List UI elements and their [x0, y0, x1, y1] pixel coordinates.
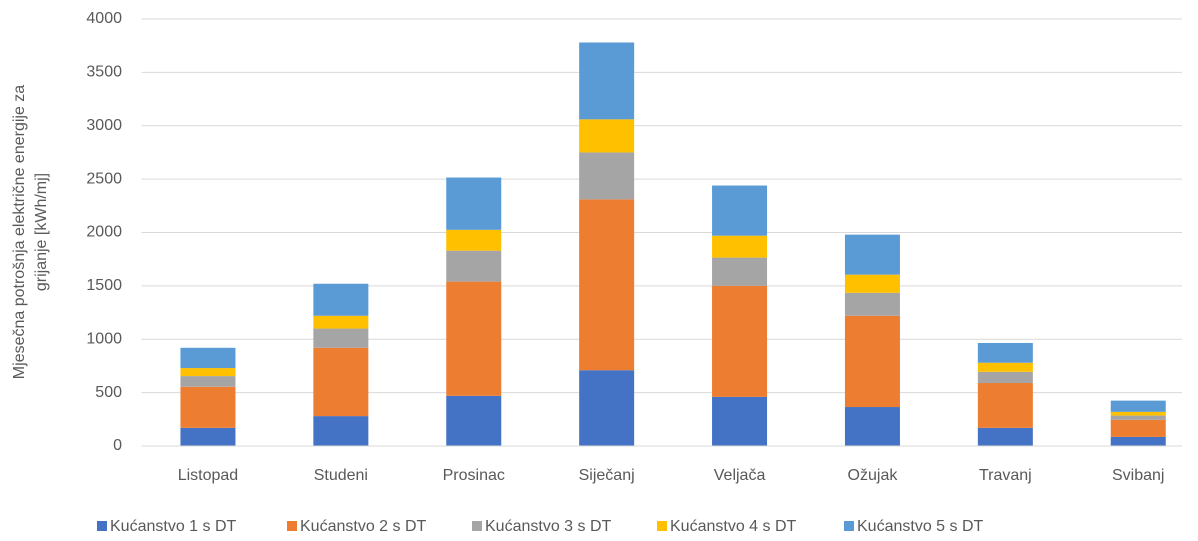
y-tick-label: 500 [95, 384, 122, 401]
bar-segment [180, 376, 236, 387]
legend-swatch [97, 521, 107, 531]
bar-segment [313, 283, 369, 316]
bar-segment [180, 368, 236, 377]
bar-segment [180, 347, 236, 369]
bar-segment [712, 285, 768, 397]
bar-segment [844, 274, 900, 293]
bar-segment [712, 235, 768, 258]
y-tick-label: 4000 [86, 10, 122, 27]
x-tick-label: Studeni [314, 467, 368, 484]
y-tick-label: 3000 [86, 117, 122, 134]
legend-label: Kućanstvo 3 s DT [485, 518, 612, 535]
x-tick-label: Prosinac [443, 467, 505, 484]
bar-segment [844, 407, 900, 446]
bar-segment [844, 292, 900, 316]
bar-segment [977, 362, 1033, 372]
bar-segment [579, 152, 635, 200]
bar-segment [446, 229, 502, 251]
bar-segment [712, 185, 768, 236]
bar-segment [313, 416, 369, 446]
bar-segment [579, 370, 635, 446]
bar-segment [844, 234, 900, 275]
bar-segment [446, 395, 502, 446]
bar-segment [180, 427, 236, 446]
legend-label: Kućanstvo 4 s DT [670, 518, 797, 535]
bar-segment [313, 328, 369, 348]
bar-segment [712, 396, 768, 446]
bar-segment [844, 315, 900, 408]
bar-segment [712, 257, 768, 286]
x-tick-label: Ožujak [848, 467, 899, 484]
bar-segment [180, 386, 236, 428]
bar-segment [977, 342, 1033, 363]
legend-swatch [472, 521, 482, 531]
legend-label: Kućanstvo 2 s DT [300, 518, 427, 535]
y-tick-label: 3500 [86, 64, 122, 81]
x-tick-label: Svibanj [1112, 467, 1164, 484]
bar-segment [446, 177, 502, 230]
bar-segment [446, 250, 502, 282]
bar-segment [1110, 400, 1166, 412]
legend-label: Kućanstvo 5 s DT [857, 518, 984, 535]
bar-segment [313, 347, 369, 417]
bar-segment [579, 199, 635, 371]
bar-segment [1110, 419, 1166, 437]
bar-segment [579, 119, 635, 153]
y-tick-label: 2500 [86, 170, 122, 187]
legend-swatch [287, 521, 297, 531]
bar-segment [977, 383, 1033, 428]
bar-segment [1110, 415, 1166, 420]
y-tick-label: 2000 [86, 224, 122, 241]
y-tick-label: 1000 [86, 330, 122, 347]
y-tick-label: 0 [113, 437, 122, 454]
bar-segment [977, 371, 1033, 384]
y-tick-label: 1500 [86, 277, 122, 294]
bar-segment [579, 42, 635, 120]
bar-segment [1110, 436, 1166, 446]
x-tick-label: Travanj [979, 467, 1032, 484]
legend-swatch [657, 521, 667, 531]
bar-segment [446, 281, 502, 396]
y-axis-label: Mjesečna potrošnja električne energije z… [11, 85, 28, 379]
bar-segment [313, 315, 369, 329]
x-tick-label: Listopad [178, 467, 239, 484]
x-tick-label: Veljača [714, 467, 766, 484]
x-tick-label: Siječanj [579, 467, 635, 484]
bar-segment [977, 427, 1033, 446]
bar-segment [1110, 411, 1166, 416]
legend-label: Kućanstvo 1 s DT [110, 518, 237, 535]
y-axis-label: grijanje [kWh/mj] [33, 173, 50, 291]
legend-swatch [844, 521, 854, 531]
